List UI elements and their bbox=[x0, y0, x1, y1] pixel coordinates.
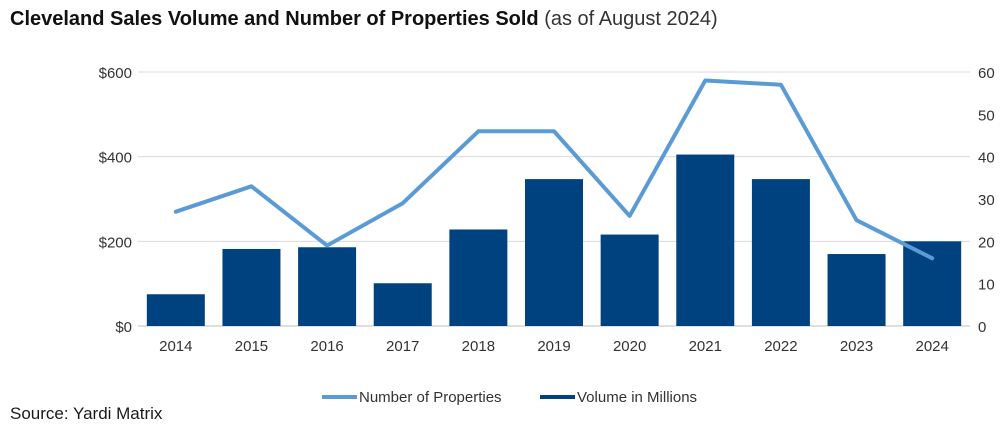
y-right-tick-label: 50 bbox=[978, 107, 995, 124]
y-left-tick-label: $400 bbox=[99, 150, 132, 167]
bar-2024 bbox=[903, 241, 962, 326]
bar-2019 bbox=[525, 179, 583, 326]
bar-2020 bbox=[600, 234, 659, 326]
x-tick-label: 2016 bbox=[310, 338, 343, 355]
axes: $0 $200 $400 $600 0 10 20 30 40 50 60 2014 2015 2016 2… bbox=[99, 65, 995, 355]
bar-2021 bbox=[676, 154, 735, 326]
x-tick-label: 2022 bbox=[764, 338, 797, 355]
legend: Number of Properties Volume in Millions bbox=[322, 389, 697, 406]
chart-title-subtitle: (as of August 2024) bbox=[544, 8, 718, 30]
bar-2014 bbox=[146, 294, 205, 326]
y-right-tick-label: 10 bbox=[978, 277, 995, 294]
x-tick-label: 2015 bbox=[235, 338, 268, 355]
x-tick-label: 2024 bbox=[915, 338, 948, 355]
y-right-tick-label: 30 bbox=[978, 192, 995, 209]
bar-2016 bbox=[298, 247, 357, 326]
x-tick-label: 2018 bbox=[462, 338, 495, 355]
y-left-tick-label: $600 bbox=[99, 65, 132, 82]
x-tick-label: 2023 bbox=[840, 338, 873, 355]
source-note: Source: Yardi Matrix bbox=[10, 404, 163, 423]
y-right-tick-label: 0 bbox=[978, 319, 986, 336]
bar-2017 bbox=[373, 283, 432, 326]
bar-2018 bbox=[449, 229, 508, 326]
x-tick-label: 2020 bbox=[613, 338, 646, 355]
y-right-tick-label: 40 bbox=[978, 150, 995, 167]
chart-title-main: Cleveland Sales Volume and Number of Pro… bbox=[10, 8, 539, 30]
bar-2015 bbox=[222, 248, 281, 326]
chart-title: Cleveland Sales Volume and Number of Pro… bbox=[10, 8, 718, 31]
bar-2023 bbox=[827, 254, 886, 326]
bar-series bbox=[146, 154, 962, 326]
bar-2022 bbox=[751, 179, 810, 326]
x-tick-label: 2017 bbox=[386, 338, 419, 355]
y-right-tick-label: 60 bbox=[978, 65, 995, 82]
legend-label: Volume in Millions bbox=[577, 389, 697, 406]
legend-label: Number of Properties bbox=[359, 389, 502, 406]
y-left-tick-label: $0 bbox=[115, 319, 132, 336]
y-right-tick-label: 20 bbox=[978, 234, 995, 251]
x-tick-label: 2021 bbox=[689, 338, 722, 355]
y-left-tick-label: $200 bbox=[99, 234, 132, 251]
x-tick-label: 2019 bbox=[537, 338, 570, 355]
x-tick-label: 2014 bbox=[159, 338, 192, 355]
line-series bbox=[173, 78, 935, 261]
